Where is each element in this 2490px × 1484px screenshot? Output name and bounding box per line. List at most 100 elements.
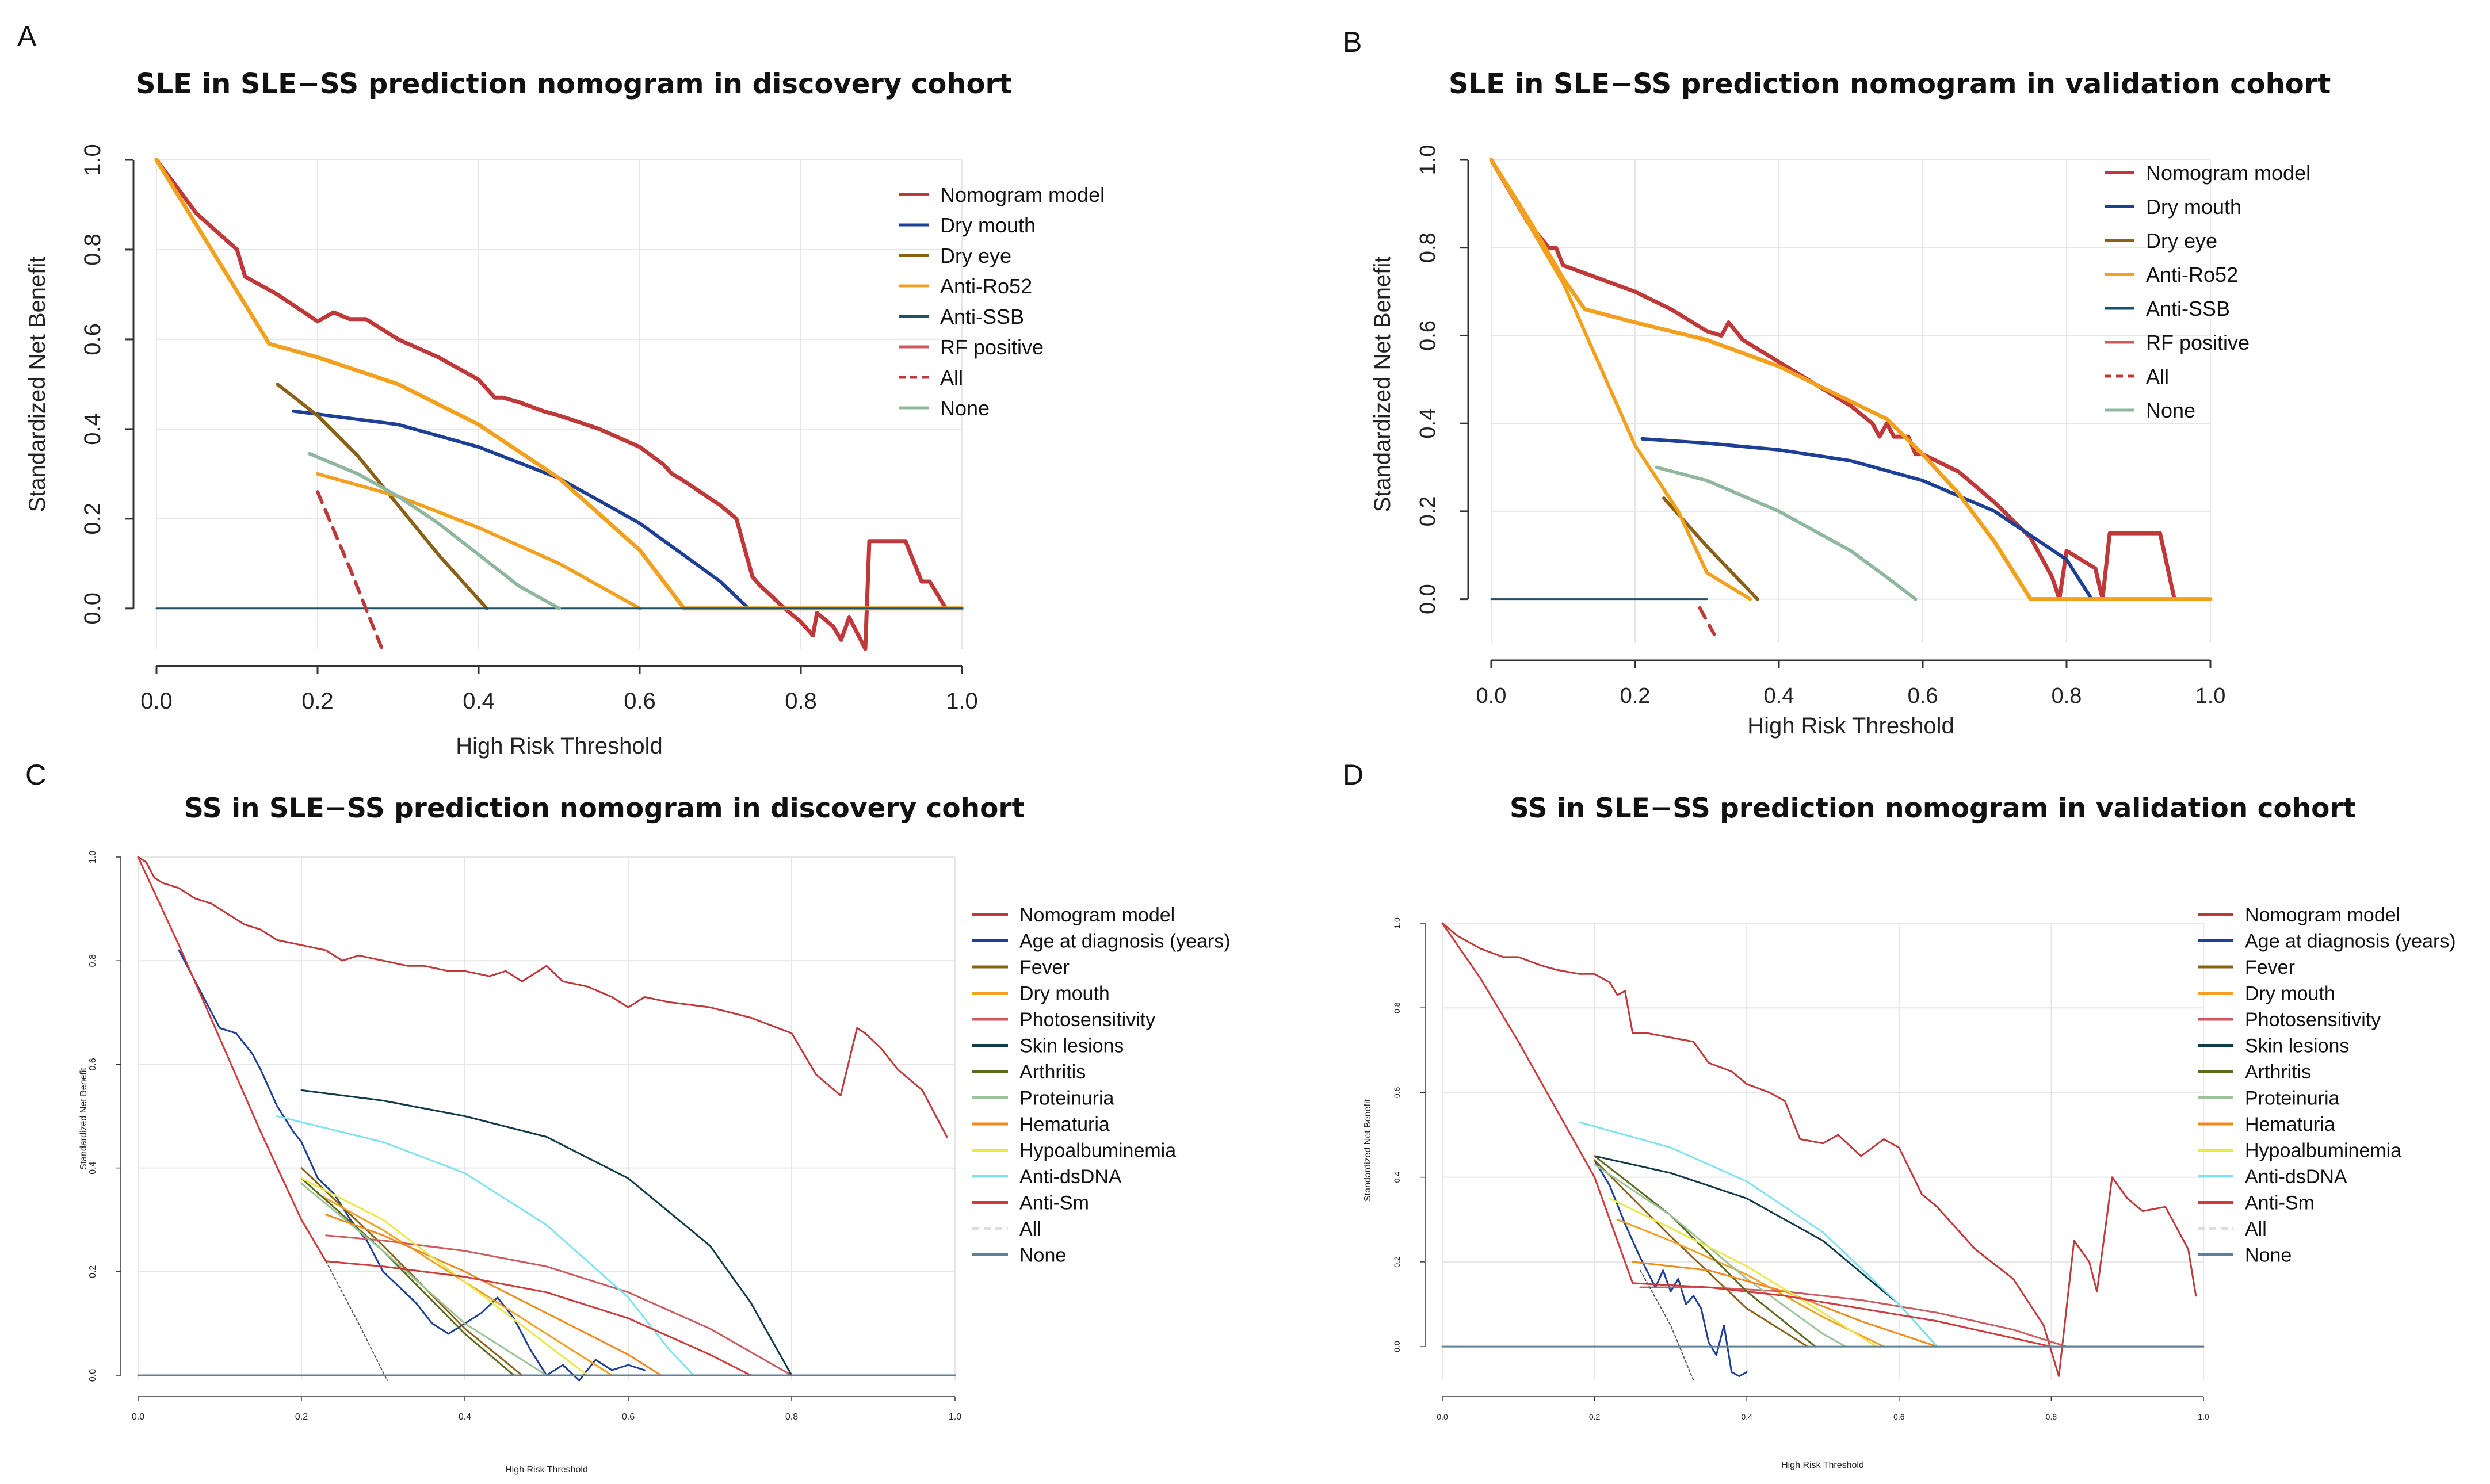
legend-label: Dry eye bbox=[2146, 229, 2217, 253]
series-line-arthritis bbox=[300, 1177, 515, 1376]
legend-label: None bbox=[940, 396, 990, 420]
y-tick-label: 0.2 bbox=[1416, 496, 1440, 526]
gridlines-b bbox=[1491, 159, 2211, 643]
y-axis-label: Standardized Net Benefit bbox=[79, 1068, 89, 1170]
y-tick-label: 0.8 bbox=[1416, 232, 1440, 263]
series-line-nomogram-model bbox=[1489, 158, 2176, 602]
legend-label: Nomogram model bbox=[940, 183, 1105, 206]
y-tick-label: 1.0 bbox=[1416, 145, 1440, 175]
legend-label: Skin lesions bbox=[1019, 1035, 1124, 1057]
panel-letter-c: C bbox=[25, 759, 47, 791]
y-axis-label: Standardized Net Benefit bbox=[1370, 257, 1395, 512]
series-line-anti-sm bbox=[1441, 922, 2205, 1348]
legend-label: All bbox=[2245, 1218, 2267, 1240]
series-line-nomogram-model bbox=[137, 856, 948, 1138]
series-line-all bbox=[316, 490, 384, 651]
y-tick-label: 0.6 bbox=[88, 1058, 98, 1070]
y-tick-label: 1.0 bbox=[80, 144, 105, 176]
x-tick-label: 0.2 bbox=[1620, 684, 1651, 708]
chart-title-d: SS in SLE−SS prediction nomogram in vali… bbox=[1510, 793, 2357, 824]
legend-label: Dry mouth bbox=[2245, 983, 2335, 1005]
series-line-skin-lesions bbox=[1594, 1155, 1938, 1348]
legend-label: Photosensitivity bbox=[2245, 1009, 2381, 1031]
x-tick-label: 0.6 bbox=[624, 689, 656, 714]
legend-label: Fever bbox=[2245, 957, 2295, 978]
y-axis-label: Standardized Net Benefit bbox=[1363, 1099, 1373, 1202]
series-line-photosensitivity bbox=[325, 1234, 793, 1376]
legend-label: None bbox=[2245, 1245, 2292, 1267]
legend-label: RF positive bbox=[940, 335, 1044, 359]
series-line-hematuria bbox=[1632, 1261, 1938, 1348]
x-tick-label: 0.0 bbox=[140, 689, 173, 714]
x-axis-label: High Risk Threshold bbox=[505, 1465, 588, 1475]
series-line-proteinuria bbox=[1594, 1164, 1847, 1348]
series-line-fever bbox=[1594, 1159, 1809, 1348]
panel-letter-b: B bbox=[1343, 26, 1362, 58]
series-line-nomogram-model bbox=[154, 158, 948, 651]
legend-label: Skin lesions bbox=[2245, 1035, 2349, 1057]
x-tick-label: 0.6 bbox=[622, 1412, 635, 1422]
series-line-anti-sm bbox=[137, 856, 956, 1376]
series-line-dry-mouth bbox=[1640, 437, 2094, 601]
x-axis-label: High Risk Threshold bbox=[1747, 713, 1954, 739]
legend-label: Anti-SSB bbox=[2146, 297, 2230, 320]
y-tick-label: 0.4 bbox=[1416, 408, 1440, 439]
x-tick-label: 0.4 bbox=[1741, 1412, 1752, 1421]
x-tick-label: 0.6 bbox=[1908, 684, 1938, 708]
legend-label: RF positive bbox=[2146, 331, 2250, 354]
panel-letter-d: D bbox=[1343, 759, 1364, 791]
legend-label: Dry eye bbox=[940, 244, 1011, 267]
series-line-all bbox=[325, 1260, 388, 1381]
x-tick-label: 1.0 bbox=[2198, 1412, 2209, 1421]
series-line-age-at-diagnosis-years- bbox=[178, 949, 646, 1382]
series-line-anti-dsdna bbox=[276, 1115, 695, 1376]
legend-d: Nomogram model Age at diagnosis (years) Fe… bbox=[2198, 904, 2456, 1267]
legend-label: Nomogram model bbox=[1019, 904, 1175, 926]
series-line-dry-eye bbox=[276, 382, 488, 610]
x-tick-label: 0.2 bbox=[295, 1412, 308, 1422]
y-tick-label: 0.4 bbox=[88, 1161, 98, 1174]
y-tick-label: 0.6 bbox=[80, 323, 105, 355]
series-line-rf-positive bbox=[1655, 465, 1918, 601]
legend-label: Anti-Sm bbox=[1019, 1192, 1089, 1214]
legend-label: Arthritis bbox=[1019, 1061, 1086, 1083]
legend-label: Hypoalbuminemia bbox=[2245, 1140, 2401, 1162]
chart-c: 0.0 0.2 0.4 0.6 0.8 1.0 0.0 0.2 0.4 0.6 0.8 1.0 High… bbox=[79, 851, 1231, 1475]
y-tick-label: 0.2 bbox=[1392, 1256, 1401, 1268]
y-tick-label: 1.0 bbox=[88, 851, 98, 863]
x-tick-label: 0.6 bbox=[1893, 1412, 1905, 1421]
series-line-anti-ro52-2- bbox=[1490, 158, 1752, 601]
y-tick-label: 0.0 bbox=[80, 592, 105, 625]
series-group bbox=[1489, 158, 2213, 636]
legend-label: Dry mouth bbox=[2146, 195, 2241, 219]
chart-title-b: SLE in SLE−SS prediction nomogram in val… bbox=[1449, 68, 2331, 100]
y-tick-label: 0.8 bbox=[1392, 1002, 1401, 1013]
legend-label: Dry mouth bbox=[940, 213, 1036, 237]
chart-a: 0.0 0.2 0.4 0.6 0.8 1.0 0.0 0.2 0.4 0.6 0.8 1.0 High… bbox=[25, 144, 1105, 759]
series-line-hypoalbuminemia bbox=[1609, 1198, 1877, 1348]
y-tick-label: 0.8 bbox=[80, 234, 105, 266]
x-tick-label: 0.0 bbox=[1476, 684, 1507, 708]
series-line-age-at-diagnosis-years- bbox=[1594, 1159, 1748, 1378]
y-tick-label: 0.0 bbox=[88, 1369, 98, 1382]
series-line-arthritis bbox=[1594, 1155, 1816, 1348]
x-tick-label: 0.0 bbox=[1437, 1412, 1448, 1421]
x-tick-label: 0.4 bbox=[463, 689, 495, 714]
x-tick-label: 1.0 bbox=[949, 1412, 961, 1422]
legend-label: Anti-Ro52 bbox=[940, 274, 1032, 298]
y-axis-label: Standardized Net Benefit bbox=[25, 257, 50, 512]
legend-c: Nomogram model Age at diagnosis (years) Fe… bbox=[972, 904, 1231, 1267]
chart-d: 0.0 0.2 0.4 0.6 0.8 1.0 0.0 0.2 0.4 0.6 0.8 1.0 High… bbox=[1363, 904, 2456, 1470]
x-tick-label: 0.0 bbox=[132, 1412, 144, 1422]
legend-label: Hematuria bbox=[1019, 1114, 1110, 1135]
legend-label: Nomogram model bbox=[2146, 161, 2310, 185]
legend-label: Anti-SSB bbox=[940, 305, 1024, 328]
legend-label: All bbox=[940, 366, 963, 389]
legend-label: Anti-Ro52 bbox=[2146, 263, 2238, 286]
gridlines-c bbox=[138, 856, 956, 1380]
series-line-hypoalbuminemia bbox=[300, 1177, 589, 1376]
series-line-rf-positive bbox=[308, 452, 561, 610]
legend-label: Fever bbox=[1019, 957, 1070, 978]
legend-label: Hematuria bbox=[2245, 1114, 2335, 1135]
series-line-hematuria bbox=[325, 1214, 662, 1376]
